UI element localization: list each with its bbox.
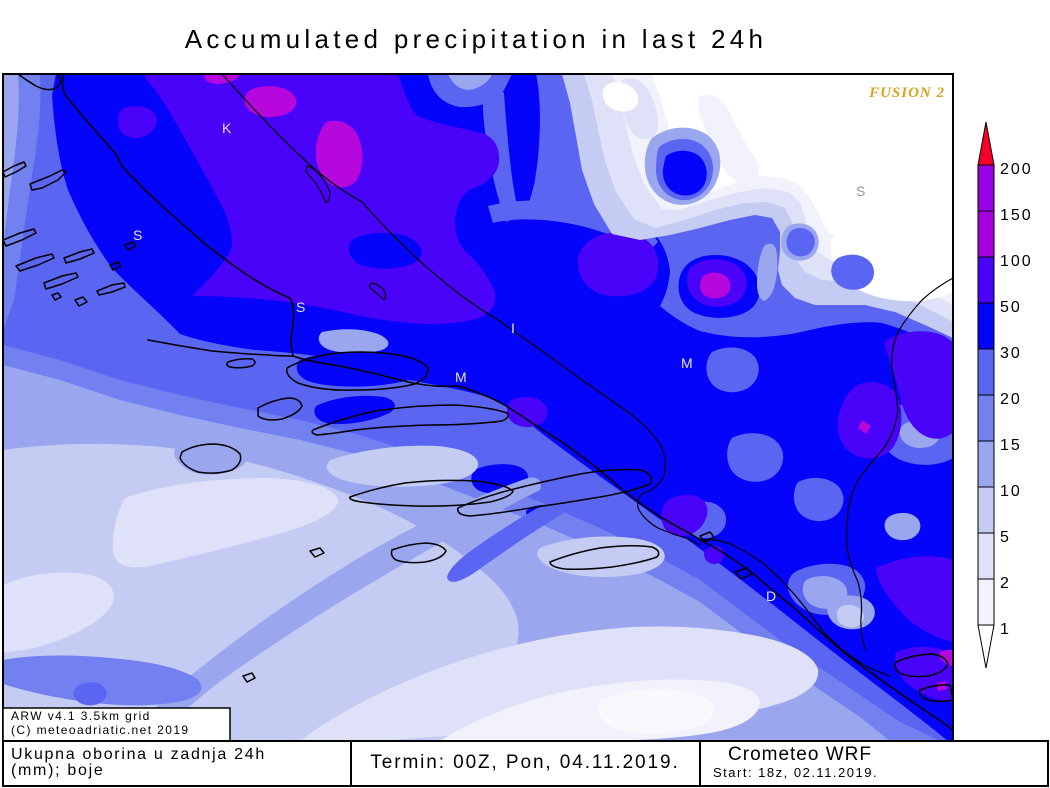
svg-text:200: 200 [1000, 161, 1033, 178]
svg-text:M: M [681, 355, 693, 371]
svg-text:15: 15 [1000, 437, 1022, 454]
svg-text:Termin: 00Z, Pon, 04.11.2019.: Termin: 00Z, Pon, 04.11.2019. [370, 752, 679, 773]
svg-text:M: M [455, 369, 467, 385]
svg-text:(mm); boje: (mm); boje [11, 762, 104, 779]
svg-text:S: S [133, 227, 142, 243]
svg-text:ARW v4.1 3.5km grid: ARW v4.1 3.5km grid [11, 709, 151, 723]
svg-text:10: 10 [1000, 483, 1022, 500]
svg-text:S: S [296, 299, 305, 315]
svg-text:S: S [856, 183, 865, 199]
svg-text:20: 20 [1000, 391, 1022, 408]
svg-text:Crometeo WRF: Crometeo WRF [728, 744, 872, 765]
svg-text:Ukupna oborina u zadnja 24h: Ukupna oborina u zadnja 24h [11, 746, 266, 763]
svg-text:50: 50 [1000, 299, 1022, 316]
svg-text:30: 30 [1000, 345, 1022, 362]
svg-text:2: 2 [1000, 575, 1011, 592]
svg-text:K: K [222, 120, 232, 136]
svg-text:5: 5 [1000, 529, 1011, 546]
svg-text:I: I [511, 320, 515, 336]
svg-text:Accumulated precipitation in l: Accumulated precipitation in last 24h [185, 24, 768, 54]
svg-text:Start: 18z, 02.11.2019.: Start: 18z, 02.11.2019. [713, 765, 878, 780]
svg-text:150: 150 [1000, 207, 1033, 224]
svg-text:FUSION 2: FUSION 2 [868, 85, 945, 101]
svg-text:(C) meteoadriatic.net 2019: (C) meteoadriatic.net 2019 [11, 723, 189, 737]
svg-text:D: D [766, 588, 776, 604]
svg-text:1: 1 [1000, 621, 1011, 638]
svg-text:100: 100 [1000, 253, 1033, 270]
